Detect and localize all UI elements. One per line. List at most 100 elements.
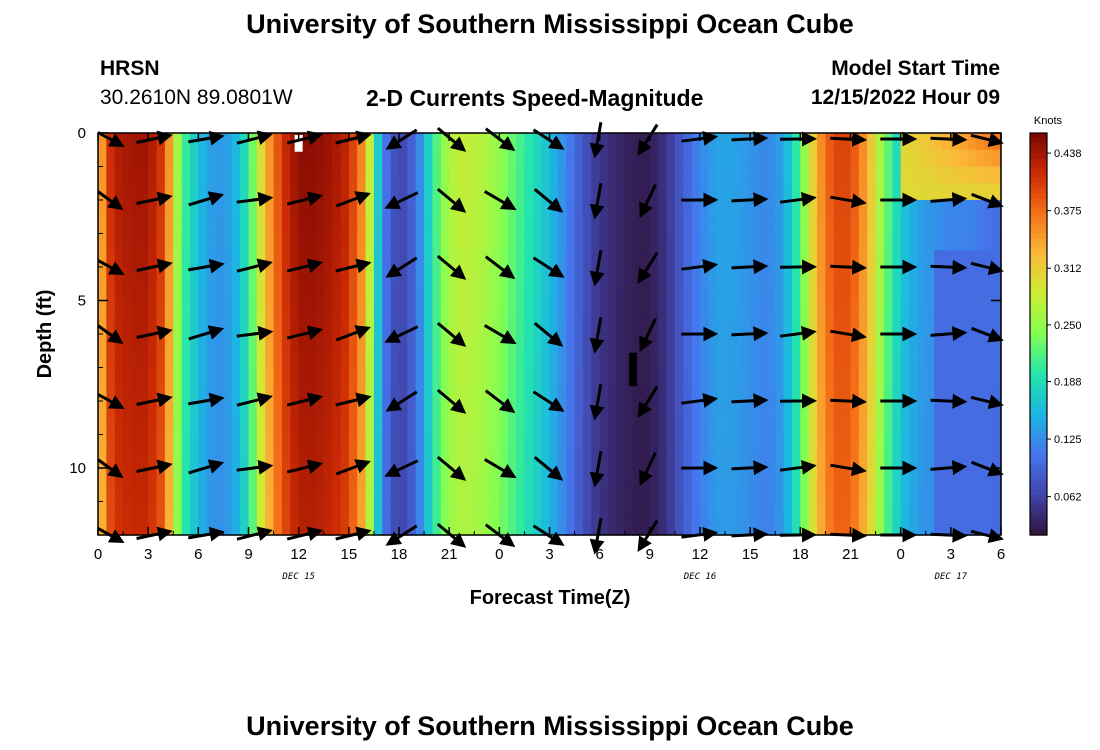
heatmap-cell [323, 384, 333, 402]
heatmap-cell [917, 233, 927, 251]
heatmap-cell [959, 518, 969, 536]
heatmap-cell [950, 200, 960, 218]
heatmap-cell [850, 216, 860, 235]
heatmap-cell [424, 233, 434, 251]
heatmap-cell [758, 484, 768, 503]
heatmap-cell [507, 216, 517, 235]
heatmap-cell [608, 300, 617, 318]
heatmap-cell [825, 267, 835, 285]
heatmap-cell [390, 166, 400, 184]
heatmap-cell [365, 518, 375, 536]
y-tick-label: 10 [69, 460, 86, 477]
heatmap-cell [850, 350, 860, 369]
heatmap-cell [716, 367, 726, 385]
heatmap-cell [800, 267, 810, 285]
heatmap-cell [883, 166, 893, 184]
heatmap-cell [900, 367, 910, 385]
heatmap-cell [382, 501, 392, 519]
heatmap-cell [574, 350, 584, 369]
heatmap-cell [123, 367, 133, 385]
colorbar-segment [1030, 484, 1047, 491]
heatmap-cell [407, 501, 417, 519]
heatmap-cell [298, 401, 308, 419]
heatmap-cell [858, 133, 868, 151]
heatmap-cell [248, 350, 258, 369]
heatmap-cell [248, 501, 258, 519]
current-arrow [236, 325, 274, 341]
heatmap-cell [909, 434, 918, 452]
heatmap-cell [298, 501, 308, 519]
heatmap-cell [925, 300, 935, 318]
colorbar-segment [1030, 308, 1047, 315]
heatmap-cell [716, 183, 726, 201]
heatmap-cell [290, 468, 300, 486]
heatmap-cell [390, 250, 400, 268]
heatmap-cell [566, 468, 576, 486]
heatmap-cell [465, 434, 475, 452]
heatmap-cell [858, 183, 868, 201]
heatmap-cell [164, 200, 174, 218]
current-arrow [830, 193, 867, 209]
heatmap-cell [950, 350, 960, 369]
heatmap-cell [290, 451, 300, 469]
station-coordinates: 30.2610N 89.0801W [100, 86, 293, 109]
heatmap-cell [917, 183, 927, 201]
heatmap-cell [424, 200, 434, 218]
heatmap-cell [240, 367, 250, 385]
heatmap-cell [273, 250, 283, 268]
heatmap-cell [649, 367, 659, 385]
heatmap-cell [524, 367, 534, 385]
heatmap-cell [842, 166, 852, 184]
colorbar-segment [1030, 228, 1047, 235]
heatmap-cell [850, 518, 860, 536]
heatmap-cell [290, 149, 300, 168]
heatmap-cell [348, 133, 358, 151]
heatmap-cell [959, 384, 969, 402]
heatmap-cell [875, 283, 885, 302]
heatmap-cell [725, 166, 735, 184]
heatmap-cell [984, 484, 994, 503]
heatmap-cell [415, 216, 425, 235]
heatmap-cell [248, 451, 258, 469]
heatmap-cell [666, 417, 676, 436]
heatmap-cell [382, 417, 392, 436]
heatmap-cell [574, 233, 584, 251]
heatmap-cell [566, 283, 576, 302]
heatmap-cell [875, 149, 885, 168]
heatmap-cell [516, 334, 526, 352]
heatmap-cell [909, 518, 918, 536]
heatmap-cell [883, 200, 893, 218]
heatmap-cell [482, 283, 492, 302]
heatmap-cell [490, 367, 500, 385]
heatmap-cell [139, 300, 149, 318]
heatmap-cell [516, 518, 526, 536]
heatmap-cell [307, 166, 316, 184]
heatmap-cell [348, 334, 358, 352]
heatmap-cell [674, 133, 684, 151]
heatmap-cell [123, 401, 133, 419]
current-arrow [188, 130, 225, 146]
heatmap-cell [373, 384, 383, 402]
heatmap-cell [691, 350, 701, 369]
heatmap-cell [340, 233, 350, 251]
heatmap-cell [549, 250, 559, 268]
heatmap-cell [457, 300, 467, 318]
heatmap-cell [106, 417, 116, 436]
heatmap-cell [674, 317, 684, 335]
heatmap-cell [273, 484, 283, 503]
heatmap-cell [666, 267, 676, 285]
heatmap-cell [315, 468, 325, 486]
heatmap-cell [716, 233, 726, 251]
colorbar-segment [1030, 318, 1047, 325]
heatmap-cell [206, 133, 216, 151]
heatmap-cell [532, 283, 542, 302]
heatmap-cell [959, 417, 969, 436]
current-arrow [639, 451, 657, 487]
heatmap-cell [465, 149, 475, 168]
heatmap-cell [465, 317, 475, 335]
current-arrow [681, 392, 719, 408]
heatmap-cell [800, 384, 810, 402]
heatmap-cell [566, 149, 576, 168]
heatmap-cell [516, 384, 526, 402]
current-arrow [483, 458, 517, 479]
